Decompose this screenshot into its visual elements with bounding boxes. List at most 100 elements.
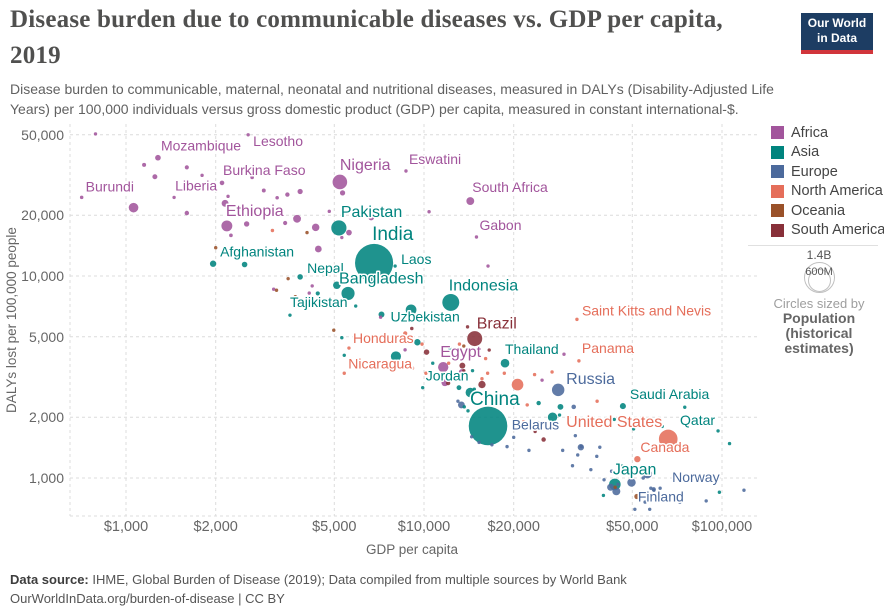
data-point-liberia[interactable] (172, 195, 176, 200)
data-point[interactable] (340, 335, 344, 340)
data-point[interactable] (742, 488, 746, 492)
data-point[interactable] (595, 399, 599, 403)
data-point[interactable] (717, 490, 722, 494)
data-point-canada[interactable] (634, 455, 641, 463)
data-point[interactable] (643, 500, 647, 504)
data-point[interactable] (602, 478, 606, 482)
data-point[interactable] (571, 404, 576, 410)
data-point[interactable] (648, 507, 652, 511)
data-point[interactable] (550, 370, 554, 374)
data-point[interactable] (226, 194, 230, 199)
data-point-pakistan[interactable] (331, 220, 347, 236)
data-point[interactable] (128, 202, 139, 213)
data-point[interactable] (649, 486, 653, 490)
owid-logo[interactable]: Our World in Data (801, 13, 873, 54)
data-point[interactable] (541, 437, 546, 442)
data-point[interactable] (612, 417, 616, 422)
data-point[interactable] (527, 448, 531, 453)
data-point-south-africa[interactable] (466, 197, 475, 205)
data-point[interactable] (275, 195, 279, 200)
data-point[interactable] (184, 210, 190, 216)
data-point-nepal[interactable] (297, 274, 303, 280)
data-point[interactable] (478, 380, 486, 389)
data-point[interactable] (547, 412, 558, 422)
data-point-china[interactable] (468, 406, 508, 446)
data-point[interactable] (469, 435, 474, 439)
data-point-thailand[interactable] (500, 358, 510, 368)
data-point-bangladesh[interactable] (341, 286, 355, 300)
data-point[interactable] (332, 328, 336, 332)
data-point[interactable] (446, 361, 451, 365)
data-point[interactable] (607, 483, 615, 491)
data-point[interactable] (405, 304, 417, 316)
data-point[interactable] (579, 444, 583, 449)
data-point[interactable] (403, 331, 408, 336)
data-point[interactable] (305, 230, 309, 235)
data-point[interactable] (557, 403, 564, 410)
data-point-afghanistan[interactable] (209, 260, 217, 267)
data-point[interactable] (445, 380, 451, 386)
data-point[interactable] (521, 419, 526, 424)
data-point-lesotho[interactable] (246, 133, 250, 137)
data-point[interactable] (683, 405, 687, 409)
data-point[interactable] (573, 433, 578, 438)
data-point[interactable] (502, 371, 507, 375)
data-point[interactable] (462, 344, 466, 348)
data-point-panama[interactable] (577, 359, 581, 363)
data-point[interactable] (557, 413, 562, 417)
data-point[interactable] (540, 378, 544, 382)
data-point[interactable] (285, 192, 290, 197)
legend-item-south-america[interactable]: South America (771, 221, 884, 241)
data-point[interactable] (462, 405, 466, 409)
data-point[interactable] (214, 246, 218, 250)
data-point[interactable] (487, 348, 491, 352)
data-point[interactable] (424, 371, 428, 375)
legend-item-europe[interactable]: Europe (771, 162, 884, 182)
data-point[interactable] (536, 420, 540, 425)
data-point[interactable] (200, 173, 204, 178)
data-point-belarus[interactable] (512, 435, 516, 440)
data-point[interactable] (448, 346, 452, 350)
data-point[interactable] (483, 356, 488, 361)
data-point[interactable] (346, 229, 352, 236)
data-point-eswatini[interactable] (404, 169, 408, 173)
data-point[interactable] (525, 403, 529, 407)
data-point[interactable] (250, 175, 254, 180)
data-point[interactable] (634, 493, 640, 500)
data-point[interactable] (241, 261, 248, 268)
data-point[interactable] (627, 478, 636, 487)
data-point[interactable] (704, 499, 708, 503)
data-point[interactable] (465, 387, 475, 398)
data-point-russia[interactable] (551, 383, 565, 397)
data-point-finland[interactable] (633, 507, 637, 511)
data-point[interactable] (307, 291, 311, 295)
data-point[interactable] (466, 409, 470, 413)
data-point[interactable] (243, 221, 250, 227)
data-point[interactable] (339, 190, 346, 196)
data-point[interactable] (431, 361, 435, 365)
data-point[interactable] (616, 482, 620, 487)
data-point[interactable] (427, 210, 431, 214)
data-point[interactable] (598, 445, 602, 449)
data-point[interactable] (536, 400, 541, 406)
data-point[interactable] (93, 132, 98, 136)
data-point[interactable] (420, 342, 424, 346)
data-point[interactable] (459, 362, 466, 369)
data-point-burkina-faso[interactable] (219, 180, 225, 186)
data-point[interactable] (286, 276, 290, 281)
data-point[interactable] (271, 287, 276, 291)
data-point[interactable] (410, 366, 415, 370)
data-point[interactable] (480, 377, 484, 381)
data-point[interactable] (560, 448, 565, 453)
data-point[interactable] (283, 220, 288, 226)
data-point-india[interactable] (355, 243, 394, 283)
data-point[interactable] (403, 348, 407, 352)
data-point[interactable] (293, 294, 298, 299)
data-point[interactable] (314, 245, 322, 253)
data-point[interactable] (609, 469, 614, 473)
data-point[interactable] (576, 453, 580, 457)
legend-item-north-america[interactable]: North America (771, 182, 884, 202)
data-point-ethiopia[interactable] (221, 220, 233, 232)
data-point[interactable] (184, 165, 189, 170)
data-point[interactable] (532, 372, 537, 377)
